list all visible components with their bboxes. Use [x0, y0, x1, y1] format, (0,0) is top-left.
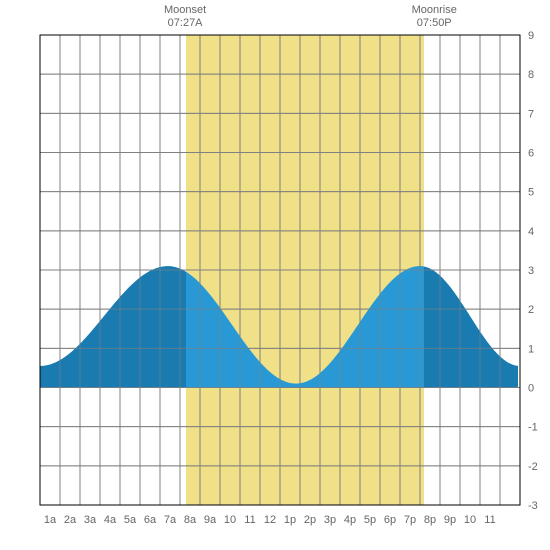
moonset-title: Moonset: [164, 4, 206, 17]
y-tick-label: 2: [528, 304, 534, 316]
x-tick-label: 10: [464, 514, 476, 526]
moonrise-title: Moonrise: [412, 4, 457, 17]
x-tick-label: 6a: [144, 514, 157, 526]
y-tick-label: 4: [528, 226, 534, 238]
x-tick-label: 11: [244, 514, 255, 526]
x-tick-label: 3p: [324, 514, 336, 526]
x-tick-label: 3a: [84, 514, 97, 526]
y-tick-label: 9: [528, 30, 534, 42]
x-tick-label: 7a: [164, 514, 177, 526]
y-tick-label: 6: [528, 148, 534, 160]
y-tick-label: 3: [528, 265, 534, 277]
x-tick-label: 10: [224, 514, 236, 526]
x-tick-label: 8p: [424, 514, 436, 526]
moonset-time: 07:27A: [164, 17, 206, 30]
moonrise-header: Moonrise 07:50P: [412, 4, 457, 30]
x-tick-label: 12: [264, 514, 276, 526]
x-tick-label: 9p: [444, 514, 456, 526]
x-tick-label: 4a: [104, 514, 117, 526]
tide-area-night2: [424, 266, 518, 387]
moonrise-time: 07:50P: [412, 17, 457, 30]
x-tick-label: 4p: [344, 514, 356, 526]
x-tick-label: 2p: [304, 514, 316, 526]
x-tick-label: 2a: [64, 514, 77, 526]
x-tick-label: 6p: [384, 514, 396, 526]
x-tick-label: 7p: [404, 514, 416, 526]
x-tick-label: 8a: [184, 514, 197, 526]
x-tick-label: 1p: [284, 514, 296, 526]
moonset-header: Moonset 07:27A: [164, 4, 206, 30]
chart-canvas: -3-2-101234567891a2a3a4a5a6a7a8a9a101112…: [0, 0, 550, 550]
y-tick-label: 7: [528, 108, 534, 120]
tide-chart: -3-2-101234567891a2a3a4a5a6a7a8a9a101112…: [0, 0, 550, 550]
tide-area-night1: [40, 266, 186, 387]
x-tick-label: 5a: [124, 514, 137, 526]
y-tick-label: -1: [528, 422, 538, 434]
y-tick-label: 8: [528, 69, 534, 81]
x-tick-label: 5p: [364, 514, 376, 526]
x-tick-label: 9a: [204, 514, 217, 526]
y-tick-label: 5: [528, 187, 534, 199]
y-tick-label: 1: [528, 343, 534, 355]
x-tick-label: 11: [484, 514, 495, 526]
y-tick-label: -2: [528, 461, 538, 473]
x-tick-label: 1a: [44, 514, 57, 526]
y-tick-label: -3: [528, 500, 538, 512]
y-tick-label: 0: [528, 383, 534, 395]
